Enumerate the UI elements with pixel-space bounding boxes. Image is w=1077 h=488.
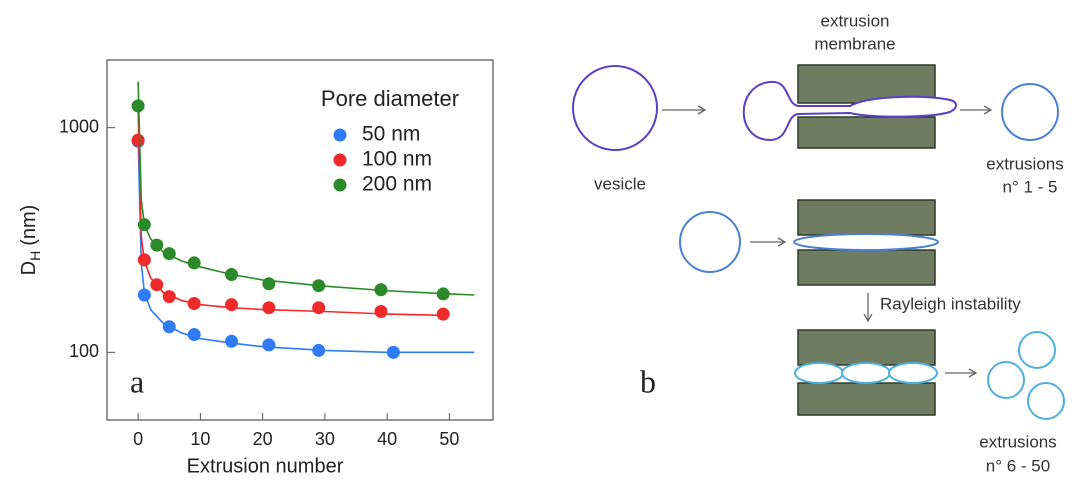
- data-point: [436, 307, 450, 321]
- vesicle-shape: [987, 361, 1025, 399]
- y-label-sub: H: [27, 251, 43, 261]
- x-tick-label: 30: [315, 429, 335, 449]
- arrow-head: [697, 105, 707, 115]
- legend-title: Pore diameter: [321, 86, 459, 111]
- arrow-head: [983, 105, 993, 115]
- data-point: [137, 253, 151, 267]
- data-point: [162, 290, 176, 304]
- split-vesicle: [888, 362, 938, 384]
- arrow-head: [777, 237, 787, 247]
- data-point: [436, 287, 450, 301]
- data-point: [262, 277, 276, 291]
- data-point: [150, 278, 164, 292]
- diagram-label: n° 1 - 5: [1003, 177, 1058, 196]
- data-point: [374, 304, 388, 318]
- split-vesicle: [794, 362, 844, 384]
- x-tick-label: 10: [190, 429, 210, 449]
- legend-label: 50 nm: [362, 123, 420, 146]
- chart-panel: Extrusion number DH (nm) Pore diameter a: [18, 59, 494, 477]
- diagram-label: n° 6 - 50: [986, 456, 1050, 475]
- data-point: [137, 218, 151, 232]
- legend-marker: [333, 128, 347, 142]
- membrane-block: [797, 116, 936, 149]
- diagram-label: extrusions: [986, 154, 1063, 173]
- plot-frame: [106, 59, 494, 421]
- diagram-label: extrusions: [979, 432, 1056, 451]
- x-tick-label: 50: [439, 429, 459, 449]
- membrane-block: [797, 249, 936, 286]
- x-axis-label: Extrusion number: [187, 455, 344, 477]
- legend-label: 200 nm: [362, 173, 432, 196]
- vesicle-shape: [1027, 382, 1065, 420]
- data-point: [187, 256, 201, 270]
- y-label-unit: (nm): [18, 205, 40, 246]
- panel-label: b: [640, 363, 656, 399]
- data-point: [225, 298, 239, 312]
- data-point: [162, 320, 176, 334]
- split-vesicle: [841, 362, 891, 384]
- x-tick-label: 0: [133, 429, 143, 449]
- data-point: [162, 247, 176, 261]
- data-point: [262, 338, 276, 352]
- data-point: [131, 133, 145, 147]
- vesicle-shape: [1018, 331, 1056, 369]
- data-point: [312, 343, 326, 357]
- x-tick-label: 40: [377, 429, 397, 449]
- x-tick-label: 20: [253, 429, 273, 449]
- diagram-panel: extrusion membrane vesicle extrusions n°…: [572, 11, 1065, 475]
- y-label-main: D: [18, 261, 40, 275]
- data-point: [262, 301, 276, 315]
- elongated-vesicle: [793, 233, 939, 251]
- diagram-label: extrusion: [821, 11, 890, 30]
- vesicle-shape: [679, 211, 741, 273]
- data-point: [225, 268, 239, 282]
- membrane-block: [797, 329, 936, 366]
- data-point: [386, 345, 400, 359]
- data-point: [131, 99, 145, 113]
- data-point: [137, 288, 151, 302]
- y-axis-label: DH (nm): [18, 205, 42, 276]
- legend-marker: [333, 178, 347, 192]
- arrow-head: [968, 368, 978, 378]
- arrow-head: [863, 313, 873, 323]
- data-point: [312, 301, 326, 315]
- panel-label: a: [130, 363, 144, 399]
- diagram-label: vesicle: [594, 174, 646, 193]
- diagram-label: membrane: [814, 34, 895, 53]
- legend-label: 100 nm: [362, 148, 432, 171]
- data-point: [187, 328, 201, 342]
- data-point: [374, 283, 388, 297]
- membrane-block: [797, 382, 936, 416]
- data-point: [187, 296, 201, 310]
- y-tick-label: 100: [69, 341, 99, 361]
- data-point: [225, 334, 239, 348]
- diagram-label: Rayleigh instability: [880, 294, 1021, 313]
- deformed-vesicle: [742, 80, 957, 142]
- legend-marker: [333, 153, 347, 167]
- data-point: [150, 238, 164, 252]
- y-tick-label: 1000: [59, 116, 99, 136]
- membrane-block: [797, 199, 936, 236]
- vesicle-shape: [1001, 83, 1059, 141]
- data-point: [312, 279, 326, 293]
- vesicle-shape: [572, 65, 658, 151]
